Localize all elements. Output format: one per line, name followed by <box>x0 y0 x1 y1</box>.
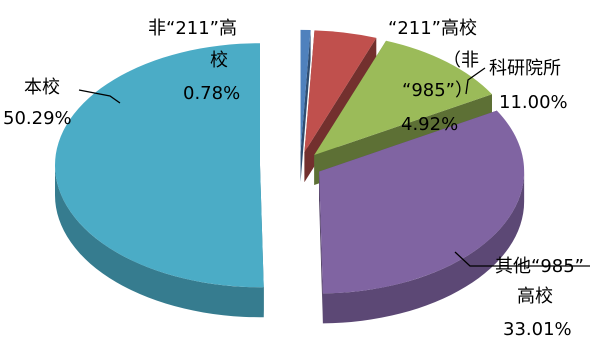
data-label-211-line3: “985”） <box>402 80 473 101</box>
data-label-main-campus-line1: 本校 <box>24 77 60 98</box>
leader-line-main-campus <box>78 89 121 104</box>
slice-5-top <box>55 43 264 288</box>
pie-slices <box>55 29 525 324</box>
data-label-211-line2: （非 <box>443 50 479 71</box>
data-label-research-line1: 科研院所 <box>489 58 561 79</box>
data-label-211-line1: “211”高校 <box>388 18 477 39</box>
slice-1-group <box>300 29 311 182</box>
data-label-research-value: 11.00% <box>499 92 568 113</box>
data-label-other985-line1: 其他“985” <box>495 256 584 277</box>
slice-4-top <box>319 110 525 294</box>
slice-1-top <box>300 29 311 152</box>
slice-4-group <box>319 110 525 324</box>
slice-4-wall-end <box>319 171 323 324</box>
slice-4-rim-0 <box>322 171 525 324</box>
leader-line-research-institutes <box>465 67 486 95</box>
leader-line-other-985 <box>454 251 590 267</box>
slice-5-group <box>55 43 264 318</box>
data-label-main-campus-value: 50.29% <box>3 108 72 129</box>
data-label-non211-line2: 校 <box>210 50 228 71</box>
slice-1-wall-end <box>300 30 311 182</box>
slice-2-top <box>304 30 377 153</box>
data-label-non211-line1: 非“211”高 <box>148 18 237 39</box>
data-label-211-value: 4.92% <box>401 114 458 135</box>
slice-5-rim-0 <box>55 165 264 318</box>
slice-3-top <box>314 40 492 156</box>
data-label-other985-value: 33.01% <box>503 319 572 340</box>
data-label-non211-value: 0.78% <box>183 83 240 104</box>
data-label-other985-line2: 高校 <box>517 286 553 307</box>
